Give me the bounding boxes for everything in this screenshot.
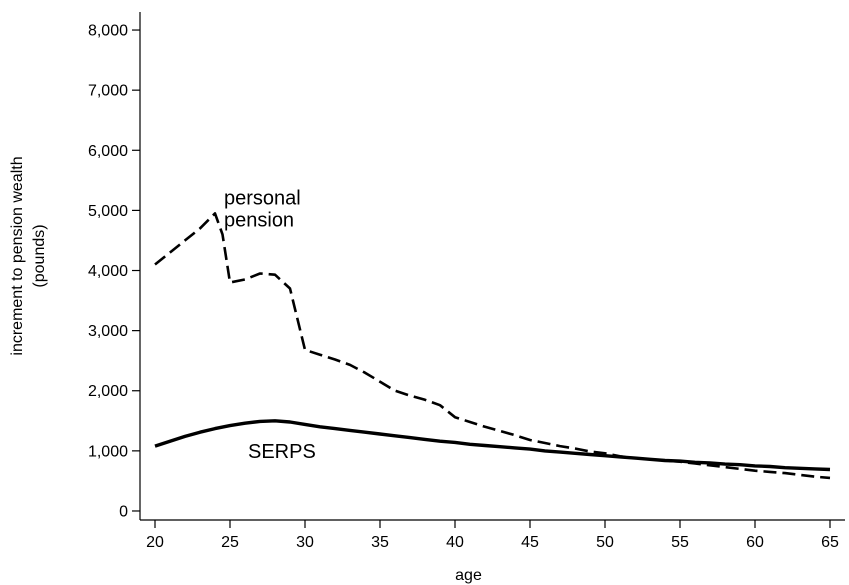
- x-tick-label: 50: [596, 534, 614, 551]
- series-label-serps: SERPS: [248, 441, 316, 463]
- y-axis-title-line-2: (pounds): [31, 224, 48, 287]
- y-axis-title-line-1: increment to pension wealth: [9, 156, 26, 355]
- series-line-serps: [154, 419, 831, 472]
- series-label-personal-pension: personal pension: [224, 187, 301, 231]
- x-tick-label: 55: [671, 534, 689, 551]
- y-axis-ticks: 0 1,000 2,000 3,000 4,000 5,000 6,000 7,000 8,00…: [88, 23, 140, 520]
- y-tick-label: 5,000: [88, 203, 128, 220]
- y-tick-label: 3,000: [88, 323, 128, 340]
- x-tick-label: 45: [521, 534, 539, 551]
- x-axis-title: age: [455, 567, 482, 584]
- y-tick-label: 6,000: [88, 143, 128, 160]
- plot-area: 0 1,000 2,000 3,000 4,000 5,000 6,000 7,000 8,00…: [88, 12, 845, 551]
- x-tick-label: 25: [221, 534, 239, 551]
- series-label-line: pension: [224, 209, 294, 231]
- x-tick-label: 65: [821, 534, 839, 551]
- series-line-personal-pension: [154, 212, 831, 480]
- y-tick-label: 1,000: [88, 443, 128, 460]
- x-tick-label: 40: [446, 534, 464, 551]
- series-label-line: personal: [224, 187, 301, 209]
- x-tick-label: 35: [371, 534, 389, 551]
- y-tick-label: 7,000: [88, 83, 128, 100]
- y-tick-label: 4,000: [88, 263, 128, 280]
- x-tick-label: 30: [296, 534, 314, 551]
- x-tick-label: 60: [746, 534, 764, 551]
- y-tick-label: 0: [119, 503, 128, 520]
- y-tick-label: 2,000: [88, 383, 128, 400]
- series-group: [154, 212, 831, 480]
- y-tick-label: 8,000: [88, 23, 128, 40]
- x-tick-label: 20: [146, 534, 164, 551]
- x-axis-ticks: 20 25 30 35 40 45 50 55 60 65: [146, 520, 839, 551]
- y-axis-title: increment to pension wealth (pounds): [9, 156, 48, 355]
